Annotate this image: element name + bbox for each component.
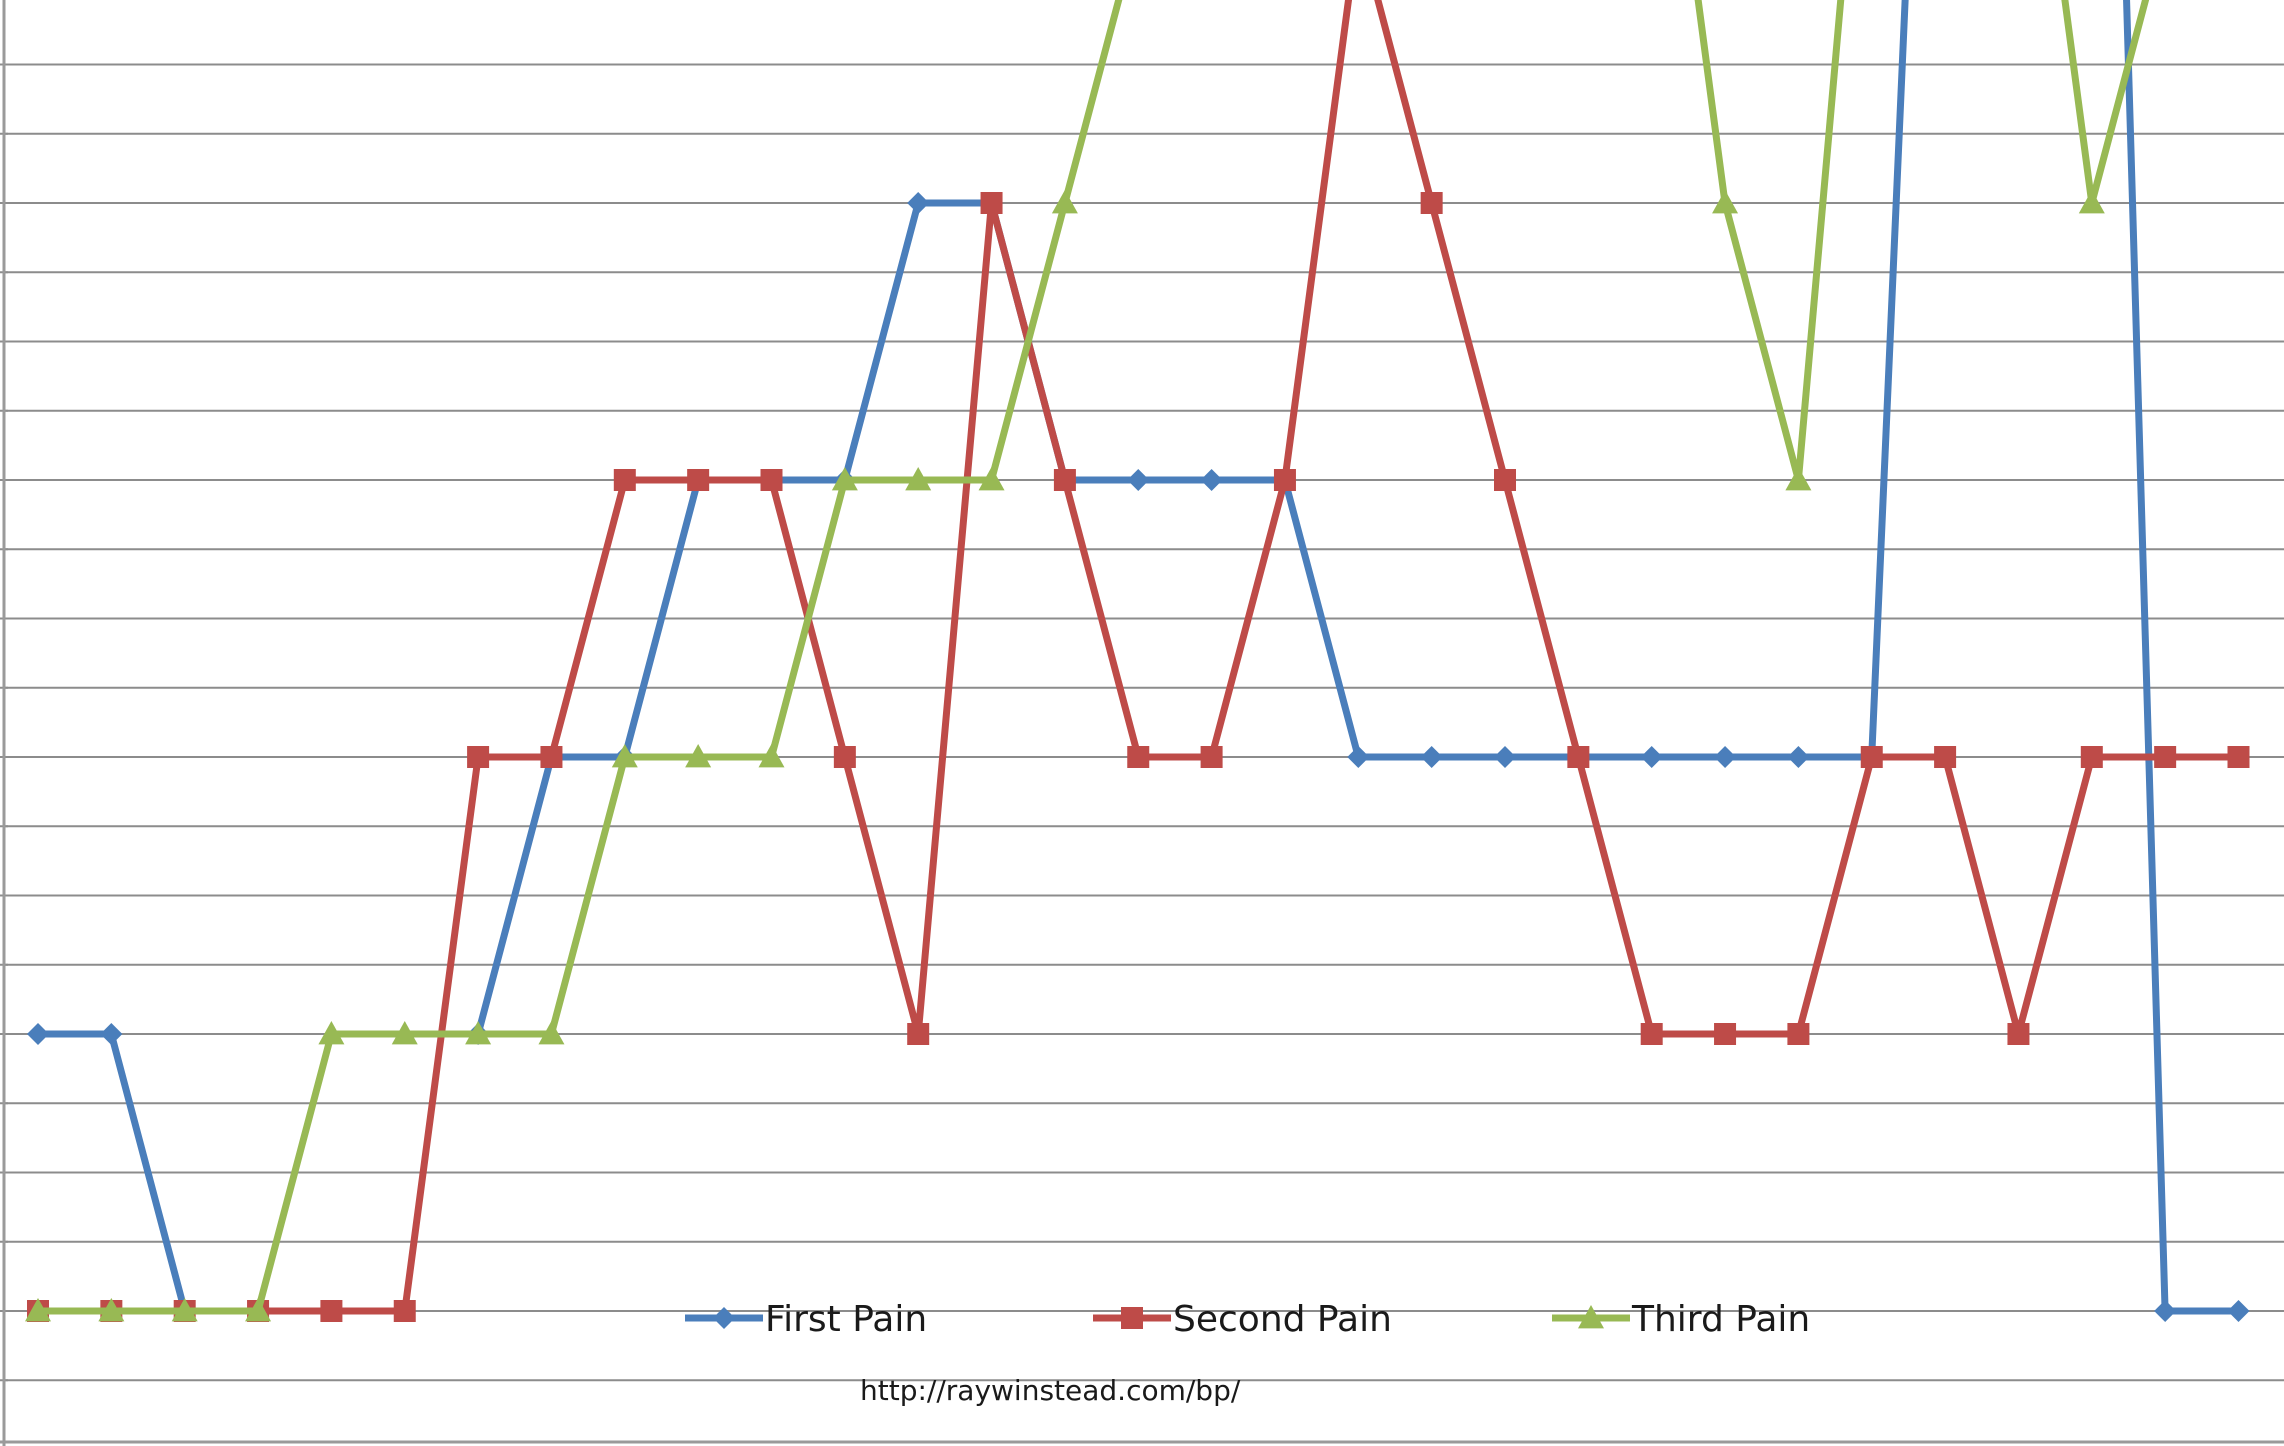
data-point-first-pain bbox=[1200, 469, 1223, 491]
data-point-second-pain bbox=[2080, 746, 2103, 768]
data-point-second-pain bbox=[907, 1023, 930, 1045]
data-point-second-pain bbox=[613, 469, 636, 491]
data-point-third-pain bbox=[905, 467, 932, 491]
data-point-first-pain bbox=[100, 1023, 123, 1045]
series-first-pain bbox=[27, 0, 2250, 1322]
legend-item-first-pain: First Pain bbox=[685, 1299, 927, 1340]
data-point-second-pain bbox=[1714, 1023, 1737, 1045]
legend-label-third-pain: Third Pain bbox=[1631, 1299, 1810, 1340]
series-group bbox=[25, 0, 2250, 1322]
data-point-third-pain bbox=[245, 1298, 272, 1322]
legend: First Pain Second Pain Third Pain bbox=[685, 1299, 1810, 1340]
series-line-third-pain bbox=[34, 0, 2150, 1315]
data-point-second-pain bbox=[320, 1300, 343, 1322]
data-point-third-pain bbox=[98, 1298, 125, 1322]
source-url: http://raywinstead.com/bp/ bbox=[860, 1374, 1241, 1407]
data-point-second-pain bbox=[2154, 746, 2177, 768]
data-point-second-pain bbox=[2227, 746, 2250, 768]
legend-marker-first-pain bbox=[713, 1307, 735, 1329]
legend-item-second-pain: Second Pain bbox=[1093, 1299, 1392, 1340]
data-point-second-pain bbox=[1127, 746, 1150, 768]
data-point-second-pain bbox=[1273, 469, 1296, 491]
data-point-second-pain bbox=[2007, 1023, 2030, 1045]
data-point-second-pain bbox=[1420, 192, 1443, 214]
data-point-second-pain bbox=[1200, 746, 1223, 768]
data-point-third-pain bbox=[1785, 467, 1812, 491]
data-point-first-pain bbox=[2227, 1300, 2250, 1322]
data-point-first-pain bbox=[1714, 746, 1737, 768]
data-point-third-pain bbox=[831, 467, 858, 491]
legend-label-second-pain: Second Pain bbox=[1173, 1299, 1392, 1340]
data-point-second-pain bbox=[393, 1300, 416, 1322]
data-point-first-pain bbox=[2154, 1300, 2177, 1322]
data-point-third-pain bbox=[685, 744, 712, 768]
data-point-third-pain bbox=[611, 744, 638, 768]
data-point-first-pain bbox=[1640, 746, 1663, 768]
series-second-pain bbox=[27, 0, 2250, 1322]
data-point-first-pain bbox=[907, 192, 930, 214]
data-point-second-pain bbox=[1640, 1023, 1663, 1045]
data-point-third-pain bbox=[1712, 190, 1739, 214]
data-point-third-pain bbox=[171, 1298, 198, 1322]
data-point-second-pain bbox=[687, 469, 710, 491]
legend-marker-second-pain bbox=[1121, 1307, 1143, 1329]
data-point-second-pain bbox=[540, 746, 563, 768]
data-point-third-pain bbox=[978, 467, 1005, 491]
data-point-third-pain bbox=[2078, 190, 2105, 214]
data-point-first-pain bbox=[1127, 469, 1150, 491]
series-third-pain bbox=[25, 0, 2150, 1322]
data-point-third-pain bbox=[1051, 190, 1078, 214]
data-point-first-pain bbox=[1494, 746, 1516, 768]
data-point-second-pain bbox=[1860, 746, 1883, 768]
data-point-third-pain bbox=[758, 744, 785, 768]
data-point-second-pain bbox=[1567, 746, 1590, 768]
data-point-second-pain bbox=[1787, 1023, 1810, 1045]
legend-item-third-pain: Third Pain bbox=[1552, 1299, 1810, 1340]
data-point-first-pain bbox=[27, 1023, 49, 1045]
data-point-first-pain bbox=[1347, 746, 1370, 768]
data-point-third-pain bbox=[25, 1298, 51, 1322]
legend-marker-third-pain bbox=[1578, 1305, 1604, 1329]
data-point-second-pain bbox=[833, 746, 856, 768]
data-point-first-pain bbox=[1420, 746, 1443, 768]
data-point-second-pain bbox=[1053, 469, 1076, 491]
gridlines bbox=[0, 63, 2284, 1382]
data-point-third-pain bbox=[391, 1021, 418, 1045]
data-point-second-pain bbox=[467, 746, 490, 768]
series-line-second-pain bbox=[34, 0, 2242, 1315]
data-point-second-pain bbox=[980, 192, 1003, 214]
data-point-first-pain bbox=[1787, 746, 1810, 768]
data-point-second-pain bbox=[1934, 746, 1957, 768]
legend-label-first-pain: First Pain bbox=[765, 1299, 927, 1340]
data-point-third-pain bbox=[465, 1021, 492, 1045]
data-point-second-pain bbox=[1494, 469, 1516, 491]
data-point-third-pain bbox=[318, 1021, 345, 1045]
data-point-third-pain bbox=[538, 1021, 565, 1045]
data-point-second-pain bbox=[760, 469, 783, 491]
series-line-first-pain bbox=[34, 0, 2242, 1315]
